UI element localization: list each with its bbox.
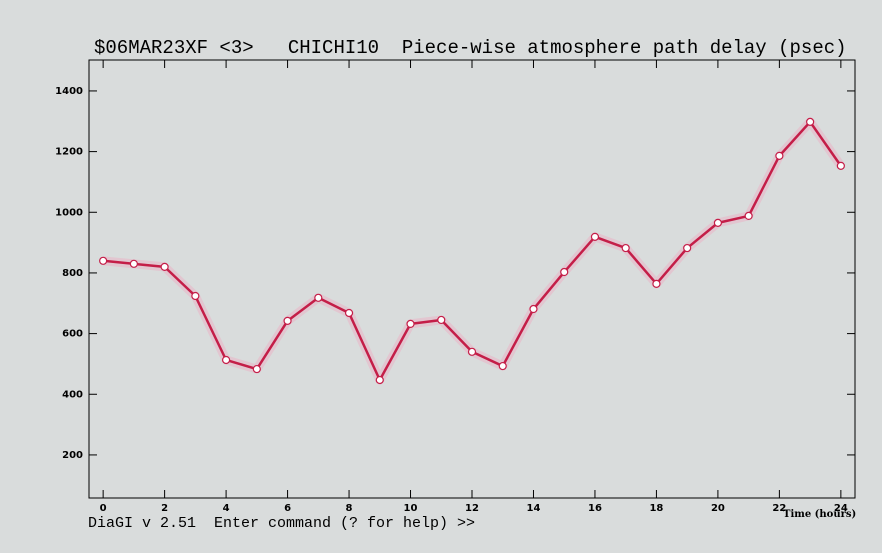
x-tick-label: 2 [161, 503, 168, 514]
x-tick-label: 22 [772, 503, 786, 514]
y-tick-label: 600 [62, 329, 83, 340]
data-point [529, 304, 538, 314]
data-point [221, 355, 231, 365]
x-tick-label: 18 [649, 503, 663, 514]
x-tick-label: 12 [465, 503, 479, 514]
command-prompt[interactable]: DiaGI v 2.51 Enter command (? for help) … [88, 515, 475, 532]
data-point [806, 117, 815, 126]
data-point [160, 262, 169, 271]
data-point [375, 375, 384, 385]
x-tick-label: 10 [404, 503, 418, 514]
x-tick-label: 4 [223, 503, 230, 514]
data-point [498, 361, 507, 371]
data-point [252, 364, 261, 374]
y-tick-label: 1400 [55, 86, 83, 97]
data-point [836, 161, 845, 170]
data-point [467, 347, 477, 356]
y-tick-label: 400 [62, 389, 83, 400]
x-axis-label: Time (hours) [783, 509, 856, 520]
data-point [437, 315, 446, 325]
x-tick-label: 24 [834, 503, 848, 514]
data-point [560, 267, 569, 277]
data-point [683, 243, 692, 253]
data-point [406, 319, 415, 328]
x-tick-label: 20 [711, 503, 725, 514]
y-tick-label: 1200 [55, 147, 83, 158]
data-point [314, 293, 323, 302]
data-point [283, 316, 292, 325]
data-point [775, 151, 784, 160]
x-tick-label: 8 [346, 503, 353, 514]
data-point [99, 256, 108, 265]
y-tick-label: 800 [62, 268, 83, 279]
data-point [621, 243, 630, 253]
data-point [129, 259, 138, 268]
data-point [344, 308, 354, 318]
chart-title: $06MAR23XF <3> CHICHI10 Piece-wise atmos… [94, 37, 847, 59]
data-point [713, 218, 723, 227]
x-tick-label: 0 [100, 503, 107, 514]
y-tick-label: 200 [62, 450, 83, 461]
data-point [191, 291, 200, 301]
y-tick-label: 1000 [55, 207, 83, 218]
x-tick-label: 6 [284, 503, 291, 514]
data-point [652, 279, 661, 288]
x-tick-label: 14 [527, 503, 541, 514]
data-point [744, 211, 753, 221]
x-tick-label: 16 [588, 503, 602, 514]
data-point [590, 232, 600, 241]
